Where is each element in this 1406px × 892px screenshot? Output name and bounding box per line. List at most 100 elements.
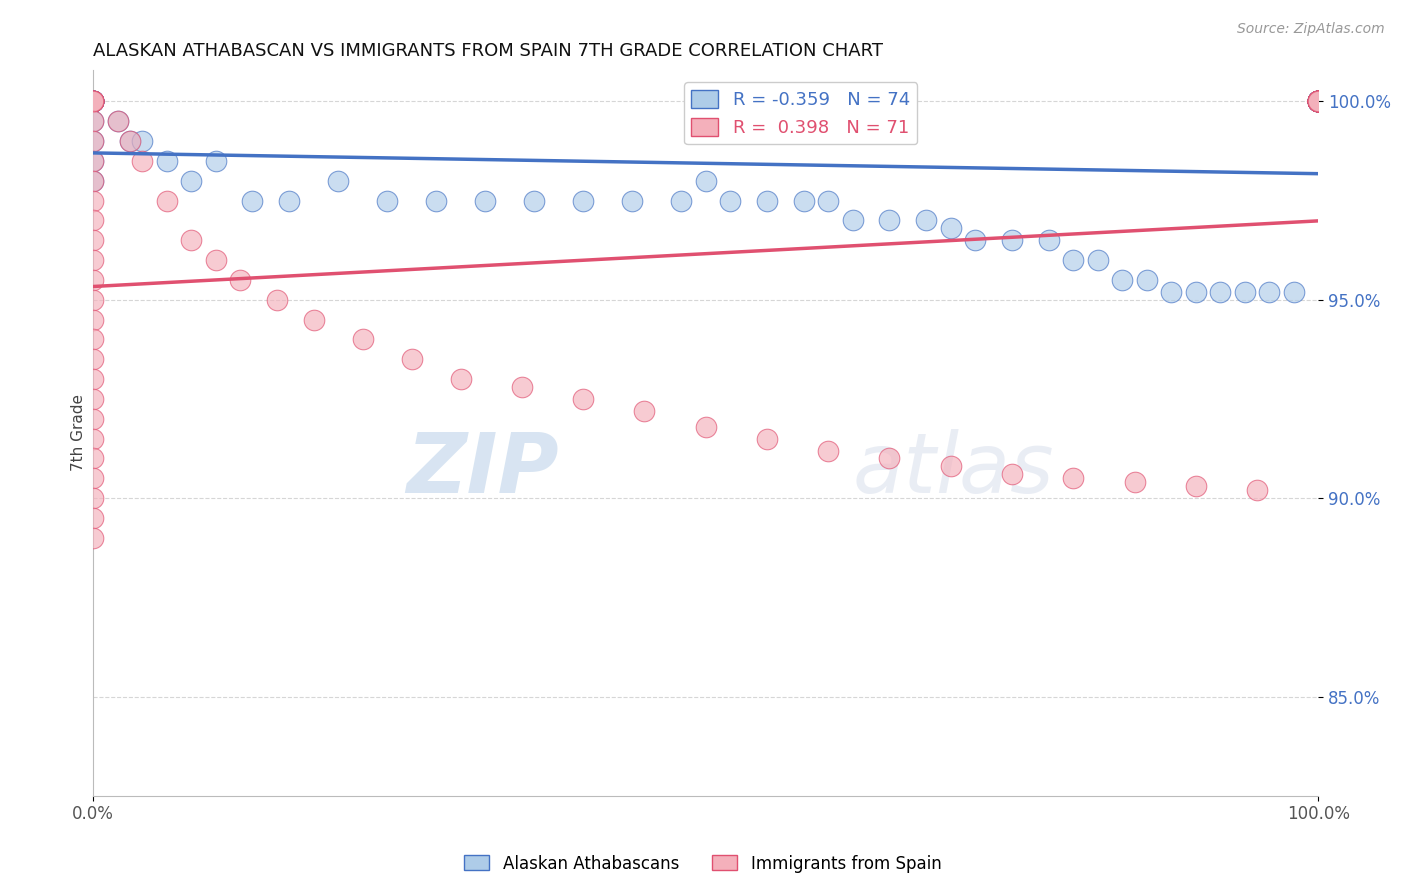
Point xyxy=(1308,95,1330,109)
Point xyxy=(82,95,104,109)
Point xyxy=(793,194,815,208)
Point xyxy=(401,352,423,367)
Point xyxy=(204,253,226,268)
Point xyxy=(82,174,104,188)
Point xyxy=(82,253,104,268)
Point xyxy=(474,194,496,208)
Legend: Alaskan Athabascans, Immigrants from Spain: Alaskan Athabascans, Immigrants from Spa… xyxy=(458,848,948,880)
Point xyxy=(425,194,447,208)
Point xyxy=(180,233,202,247)
Point xyxy=(82,95,104,109)
Point xyxy=(817,443,839,458)
Point xyxy=(1308,95,1330,109)
Point xyxy=(915,213,938,227)
Point xyxy=(1246,483,1268,498)
Point xyxy=(1308,95,1330,109)
Point xyxy=(1184,285,1206,299)
Point xyxy=(82,95,104,109)
Point xyxy=(1062,253,1084,268)
Point xyxy=(1308,95,1330,109)
Point xyxy=(1160,285,1182,299)
Point xyxy=(118,134,141,148)
Text: ALASKAN ATHABASCAN VS IMMIGRANTS FROM SPAIN 7TH GRADE CORRELATION CHART: ALASKAN ATHABASCAN VS IMMIGRANTS FROM SP… xyxy=(93,42,883,60)
Point xyxy=(242,194,264,208)
Point xyxy=(695,174,717,188)
Point xyxy=(1308,95,1330,109)
Point xyxy=(82,471,104,485)
Point xyxy=(1001,233,1024,247)
Point xyxy=(82,95,104,109)
Point xyxy=(82,153,104,168)
Point xyxy=(82,95,104,109)
Point xyxy=(82,95,104,109)
Point xyxy=(82,134,104,148)
Point xyxy=(1308,95,1330,109)
Point xyxy=(82,95,104,109)
Point xyxy=(1308,95,1330,109)
Point xyxy=(1308,95,1330,109)
Point xyxy=(1111,273,1133,287)
Point xyxy=(82,412,104,426)
Point xyxy=(82,511,104,525)
Point xyxy=(278,194,301,208)
Point xyxy=(1308,95,1330,109)
Point xyxy=(718,194,741,208)
Point xyxy=(82,134,104,148)
Point xyxy=(572,194,595,208)
Point xyxy=(1308,95,1330,109)
Point xyxy=(1282,285,1305,299)
Point xyxy=(1308,95,1330,109)
Point xyxy=(1308,95,1330,109)
Point xyxy=(1308,95,1330,109)
Point xyxy=(1308,95,1330,109)
Point xyxy=(1308,95,1330,109)
Point xyxy=(671,194,693,208)
Point xyxy=(1308,95,1330,109)
Point xyxy=(82,233,104,247)
Point xyxy=(82,174,104,188)
Point xyxy=(450,372,472,386)
Point xyxy=(82,293,104,307)
Point xyxy=(695,419,717,434)
Point xyxy=(82,114,104,128)
Point xyxy=(229,273,252,287)
Point xyxy=(572,392,595,406)
Point xyxy=(82,95,104,109)
Point xyxy=(82,95,104,109)
Point xyxy=(1308,95,1330,109)
Point xyxy=(965,233,987,247)
Point xyxy=(842,213,865,227)
Point xyxy=(82,114,104,128)
Point xyxy=(352,333,374,347)
Point xyxy=(107,114,129,128)
Point xyxy=(756,194,779,208)
Point xyxy=(1308,95,1330,109)
Point xyxy=(131,153,153,168)
Text: atlas: atlas xyxy=(853,428,1054,509)
Point xyxy=(107,114,129,128)
Point xyxy=(375,194,398,208)
Point xyxy=(1308,95,1330,109)
Point xyxy=(1308,95,1330,109)
Point xyxy=(1308,95,1330,109)
Point xyxy=(82,95,104,109)
Point xyxy=(1308,95,1330,109)
Point xyxy=(1308,95,1330,109)
Point xyxy=(1038,233,1060,247)
Point xyxy=(82,95,104,109)
Point xyxy=(879,451,901,466)
Point xyxy=(156,194,179,208)
Point xyxy=(266,293,288,307)
Point xyxy=(82,95,104,109)
Point xyxy=(1001,467,1024,482)
Point xyxy=(1308,95,1330,109)
Point xyxy=(82,432,104,446)
Point xyxy=(82,95,104,109)
Point xyxy=(1233,285,1256,299)
Point xyxy=(180,174,202,188)
Point xyxy=(1308,95,1330,109)
Point xyxy=(156,153,179,168)
Point xyxy=(82,451,104,466)
Point xyxy=(1184,479,1206,493)
Point xyxy=(621,194,644,208)
